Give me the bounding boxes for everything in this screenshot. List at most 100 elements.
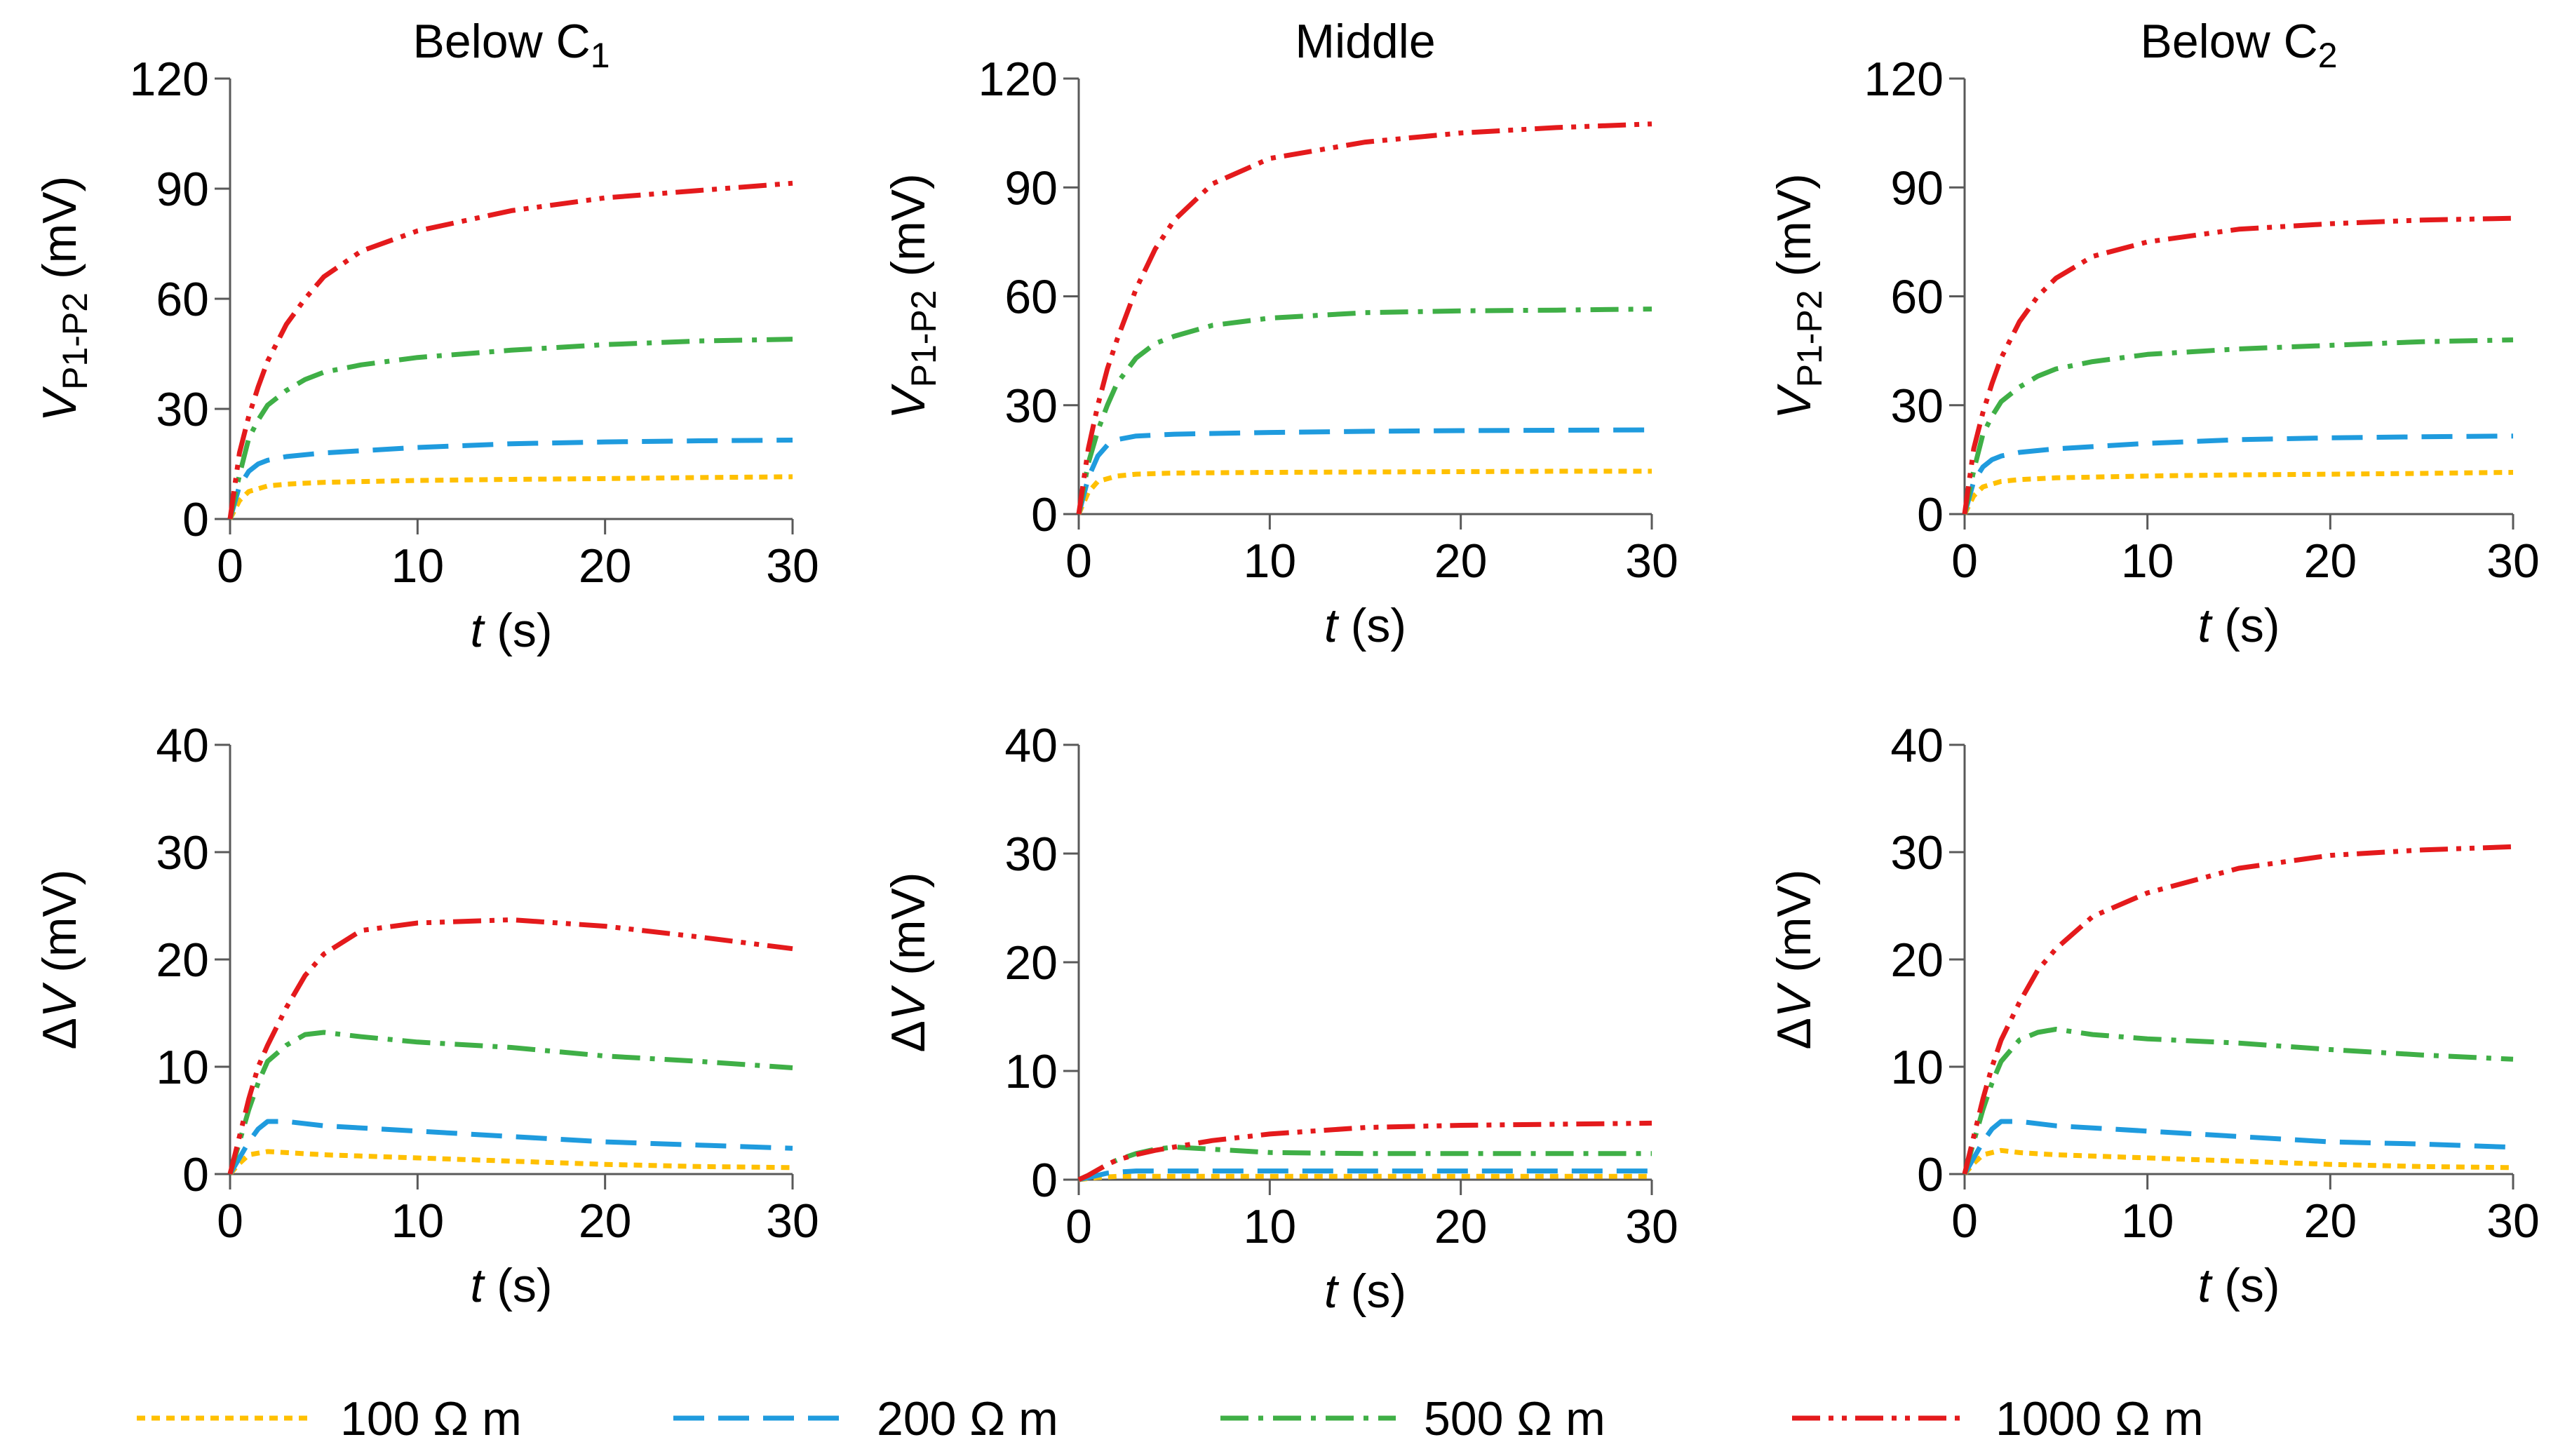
y-axis-label: VP1-P2 (mV) xyxy=(33,176,95,422)
y-tick-label: 120 xyxy=(130,53,209,106)
x-tick-label: 10 xyxy=(1244,1200,1297,1253)
y-tick-label: 0 xyxy=(1031,1154,1058,1207)
series-line-r500 xyxy=(227,337,793,520)
x-tick-label: 30 xyxy=(1625,534,1678,588)
x-tick-label: 20 xyxy=(579,539,632,593)
y-tick-label: 30 xyxy=(1004,379,1058,433)
x-tick-label: 0 xyxy=(1065,534,1092,588)
series-line-r100 xyxy=(228,1149,793,1176)
series-line-r100 xyxy=(1963,1147,2514,1176)
y-tick-label: 0 xyxy=(1031,488,1058,541)
x-axis-label: t (s) xyxy=(1324,1265,1406,1318)
y-tick-label: 10 xyxy=(1004,1045,1058,1098)
y-axis-label: ΔV (mV) xyxy=(1768,870,1821,1050)
legend-label-r200: 200 Ω m xyxy=(877,1392,1058,1445)
y-tick-label: 0 xyxy=(1917,488,1944,541)
x-tick-label: 30 xyxy=(766,1194,819,1248)
series-line-r1000 xyxy=(1962,844,2514,1175)
panel-p2-middle: 0 30 60 90 120 0 10 20 30 t (s) VP1-P2 (mV) Middle xyxy=(882,15,1678,652)
y-tick-label: 0 xyxy=(182,1148,209,1201)
x-tick-label: 20 xyxy=(2304,534,2357,588)
panel-p6-below-c2-dv: 0 10 20 30 40 0 10 20 30 t (s) ΔV (mV) xyxy=(1768,719,2540,1312)
series-line-r100 xyxy=(1076,469,1652,515)
panel-title: Below C1 xyxy=(412,15,610,75)
x-axis-label: t (s) xyxy=(470,604,552,657)
y-tick-label: 120 xyxy=(978,53,1058,106)
x-tick-label: 30 xyxy=(2486,534,2540,588)
x-tick-label: 20 xyxy=(1434,534,1488,588)
x-tick-label: 10 xyxy=(2121,534,2174,588)
y-tick-label: 0 xyxy=(182,493,209,546)
series-line-r200 xyxy=(1962,1119,2514,1175)
x-axis-label: t (s) xyxy=(2197,1259,2280,1312)
y-tick-label: 90 xyxy=(156,163,209,216)
panel-p5-middle-dv: 0 10 20 30 40 0 10 20 30 t (s) ΔV (mV) xyxy=(882,719,1678,1318)
y-tick-label: 40 xyxy=(156,719,209,772)
y-tick-label: 0 xyxy=(1917,1148,1944,1201)
x-tick-label: 20 xyxy=(1434,1200,1488,1253)
x-axis-label: t (s) xyxy=(1324,599,1406,652)
series-line-r200 xyxy=(227,1119,793,1175)
series-line-r500 xyxy=(227,1030,793,1175)
panels: 0 30 60 90 120 0 10 20 30 t (s) VP1-P2 (mV) Below C… xyxy=(33,15,2540,1318)
series-line-r200 xyxy=(1078,1168,1652,1182)
series-line-r200 xyxy=(1076,427,1652,515)
series-line-r1000 xyxy=(1077,1120,1652,1182)
x-tick-label: 0 xyxy=(1951,534,1978,588)
legend-label-r500: 500 Ω m xyxy=(1424,1392,1605,1445)
panel-p3-below-c2: 0 30 60 90 120 0 10 20 30 t (s) VP1-P2 (mV) Below C… xyxy=(1768,15,2540,652)
y-axis-label: ΔV (mV) xyxy=(33,870,86,1050)
x-tick-label: 0 xyxy=(217,1194,243,1248)
y-tick-label: 30 xyxy=(156,383,209,436)
series-line-r1000 xyxy=(1962,215,2514,515)
panel-title: Middle xyxy=(1295,15,1435,68)
series-line-r500 xyxy=(1962,1027,2514,1175)
y-tick-label: 20 xyxy=(156,933,209,987)
y-tick-label: 90 xyxy=(1890,161,1944,215)
y-tick-label: 90 xyxy=(1004,161,1058,215)
x-tick-label: 0 xyxy=(1065,1200,1092,1253)
y-tick-label: 30 xyxy=(1890,826,1944,879)
y-tick-label: 60 xyxy=(1004,271,1058,324)
y-tick-label: 30 xyxy=(1890,379,1944,433)
x-tick-label: 30 xyxy=(766,539,819,593)
y-tick-label: 20 xyxy=(1004,936,1058,990)
legend-label-r100: 100 Ω m xyxy=(340,1392,522,1445)
y-axis-label: ΔV (mV) xyxy=(882,872,935,1053)
y-tick-label: 10 xyxy=(1890,1041,1944,1094)
x-tick-label: 0 xyxy=(217,539,243,593)
y-tick-label: 10 xyxy=(156,1041,209,1094)
y-tick-label: 30 xyxy=(1004,828,1058,881)
series-line-r1000 xyxy=(227,917,793,1175)
legend: 100 Ω m 200 Ω m 500 Ω m 1000 Ω m xyxy=(137,1392,2204,1445)
y-axis-label: VP1-P2 (mV) xyxy=(882,173,943,419)
y-tick-label: 20 xyxy=(1890,933,1944,987)
series-line-r500 xyxy=(1076,306,1652,515)
x-tick-label: 10 xyxy=(391,1194,445,1248)
x-tick-label: 30 xyxy=(2486,1194,2540,1248)
legend-label-r1000: 1000 Ω m xyxy=(1995,1392,2204,1445)
y-axis-label: VP1-P2 (mV) xyxy=(1768,173,1829,419)
series-line-r200 xyxy=(227,438,793,520)
y-tick-label: 120 xyxy=(1864,53,1944,106)
series-line-r200 xyxy=(1962,433,2514,515)
series-line-r100 xyxy=(227,474,793,520)
x-tick-label: 10 xyxy=(391,539,445,593)
panel-title: Below C2 xyxy=(2140,15,2337,75)
series-line-r1000 xyxy=(227,180,793,520)
series-line-r1000 xyxy=(1076,121,1652,515)
panel-p1-below-c1: 0 30 60 90 120 0 10 20 30 t (s) VP1-P2 (mV) Below C… xyxy=(33,15,819,657)
x-tick-label: 10 xyxy=(1244,534,1297,588)
x-tick-label: 0 xyxy=(1951,1194,1978,1248)
y-tick-label: 60 xyxy=(1890,271,1944,324)
series-line-r100 xyxy=(1962,470,2514,515)
x-tick-label: 10 xyxy=(2121,1194,2174,1248)
x-axis-label: t (s) xyxy=(470,1259,552,1312)
x-axis-label: t (s) xyxy=(2197,599,2280,652)
series-line-r500 xyxy=(1962,337,2514,515)
x-tick-label: 20 xyxy=(579,1194,632,1248)
y-tick-label: 60 xyxy=(156,273,209,326)
y-tick-label: 40 xyxy=(1004,719,1058,772)
x-tick-label: 20 xyxy=(2304,1194,2357,1248)
